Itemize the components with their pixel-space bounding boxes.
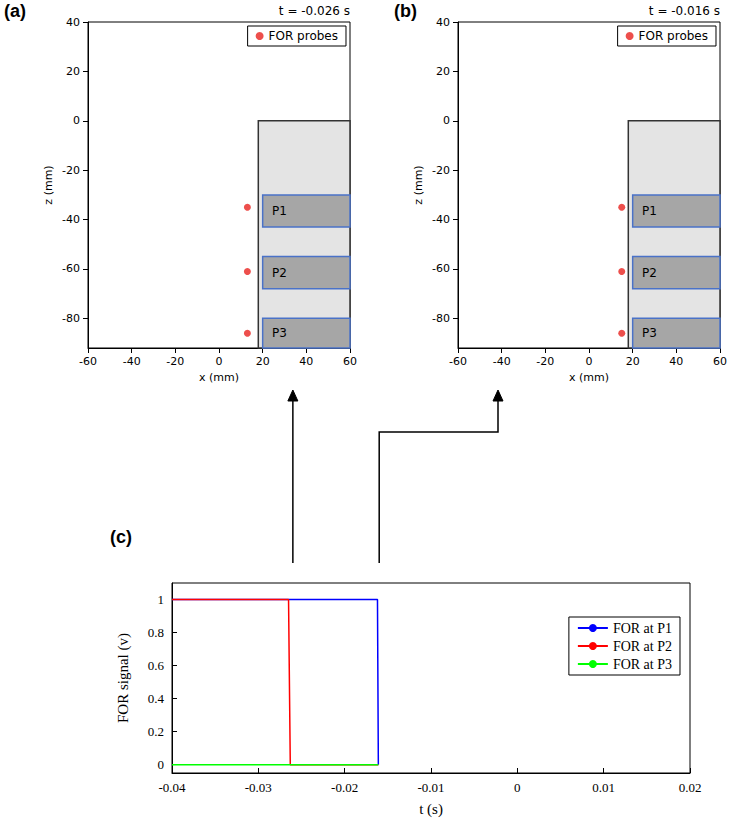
svg-text:0.01: 0.01 — [592, 780, 615, 795]
svg-text:P3: P3 — [272, 326, 287, 340]
svg-text:0: 0 — [73, 114, 80, 127]
svg-text:20: 20 — [66, 65, 80, 78]
svg-text:FOR probes: FOR probes — [639, 29, 708, 43]
svg-text:-20: -20 — [166, 355, 184, 368]
svg-text:-20: -20 — [62, 164, 80, 177]
svg-text:-60: -60 — [62, 262, 80, 275]
svg-text:0: 0 — [443, 114, 450, 127]
svg-text:20: 20 — [256, 355, 270, 368]
svg-text:-60: -60 — [432, 262, 450, 275]
svg-text:t (s): t (s) — [419, 801, 443, 818]
svg-text:60: 60 — [713, 355, 727, 368]
svg-text:-40: -40 — [432, 213, 450, 226]
svg-text:(a): (a) — [4, 1, 26, 21]
svg-text:0: 0 — [514, 780, 521, 795]
svg-text:-0.04: -0.04 — [158, 780, 186, 795]
svg-text:(c): (c) — [110, 527, 132, 547]
svg-text:x (mm): x (mm) — [199, 371, 239, 384]
svg-text:-0.03: -0.03 — [245, 780, 272, 795]
svg-text:FOR signal (v): FOR signal (v) — [115, 633, 132, 723]
svg-text:P2: P2 — [272, 266, 287, 280]
svg-text:FOR at P1: FOR at P1 — [613, 621, 672, 636]
svg-text:P2: P2 — [642, 266, 657, 280]
svg-text:(b): (b) — [394, 1, 417, 21]
svg-text:-0.02: -0.02 — [331, 780, 358, 795]
svg-text:0.8: 0.8 — [148, 625, 164, 640]
svg-text:x (mm): x (mm) — [569, 371, 609, 384]
svg-text:FOR at P3: FOR at P3 — [613, 657, 672, 672]
svg-text:60: 60 — [343, 355, 357, 368]
svg-text:0: 0 — [158, 757, 165, 772]
svg-text:P3: P3 — [642, 326, 657, 340]
svg-text:-80: -80 — [432, 312, 450, 325]
svg-text:-40: -40 — [493, 355, 511, 368]
svg-text:t = -0.026 s: t = -0.026 s — [279, 4, 350, 18]
svg-text:0.02: 0.02 — [679, 780, 702, 795]
svg-text:t = -0.016 s: t = -0.016 s — [649, 4, 720, 18]
svg-text:20: 20 — [436, 65, 450, 78]
svg-text:FOR probes: FOR probes — [269, 29, 338, 43]
svg-text:1: 1 — [158, 592, 165, 607]
svg-text:0: 0 — [586, 355, 593, 368]
svg-text:40: 40 — [669, 355, 683, 368]
svg-text:z (mm): z (mm) — [42, 165, 55, 204]
svg-text:FOR at P2: FOR at P2 — [613, 639, 672, 654]
svg-text:-60: -60 — [79, 355, 97, 368]
svg-text:-60: -60 — [449, 355, 467, 368]
svg-text:40: 40 — [299, 355, 313, 368]
svg-text:-80: -80 — [62, 312, 80, 325]
svg-text:20: 20 — [626, 355, 640, 368]
svg-text:z (mm): z (mm) — [412, 165, 425, 204]
svg-text:0.6: 0.6 — [148, 658, 165, 673]
svg-text:0.4: 0.4 — [148, 691, 165, 706]
svg-text:P1: P1 — [642, 204, 657, 218]
svg-text:-40: -40 — [123, 355, 141, 368]
svg-text:40: 40 — [66, 16, 80, 29]
svg-text:0: 0 — [216, 355, 223, 368]
svg-text:-0.01: -0.01 — [417, 780, 444, 795]
svg-text:-20: -20 — [536, 355, 554, 368]
svg-text:P1: P1 — [272, 204, 287, 218]
svg-text:0.2: 0.2 — [148, 724, 164, 739]
svg-text:40: 40 — [436, 16, 450, 29]
svg-text:-40: -40 — [62, 213, 80, 226]
svg-text:-20: -20 — [432, 164, 450, 177]
